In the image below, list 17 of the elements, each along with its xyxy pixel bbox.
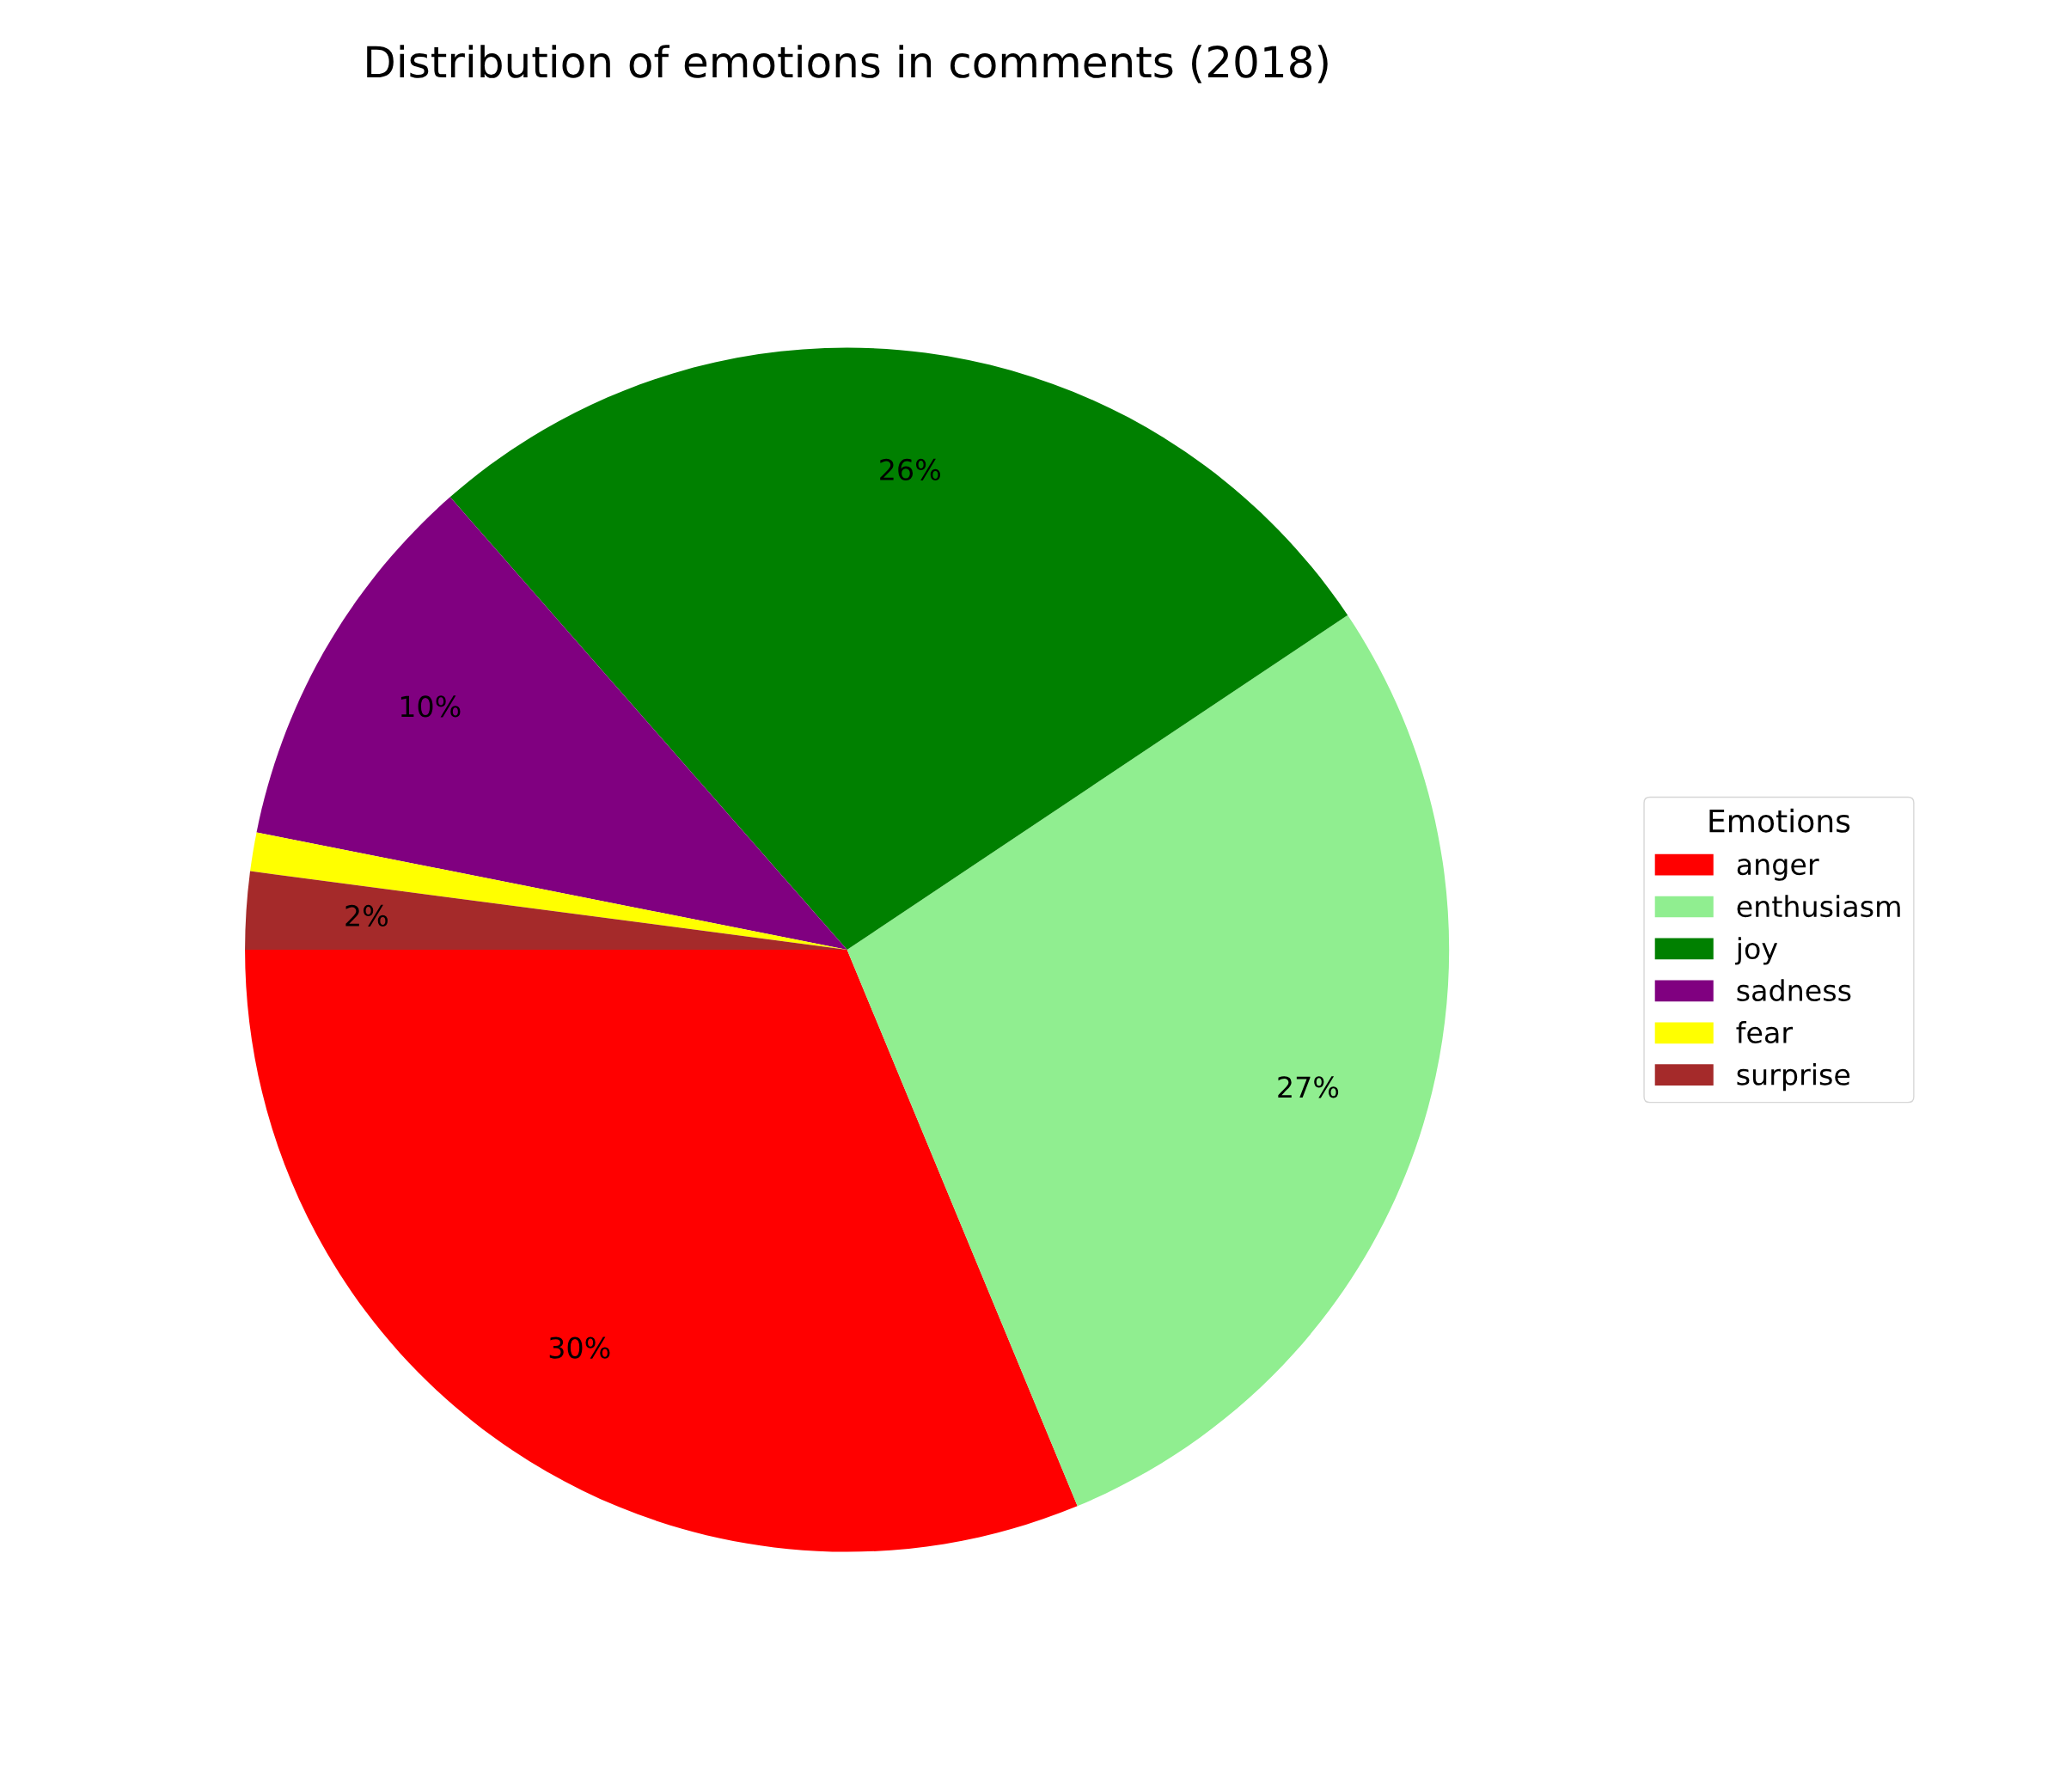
data-label: 26% [880, 458, 940, 481]
pie-slice [250, 832, 847, 951]
data-label: 30% [549, 1336, 610, 1359]
pie-slice [256, 497, 847, 951]
legend-label: anger [1737, 859, 1819, 881]
data-label: 27% [1278, 1076, 1339, 1098]
legend-label: fear [1736, 1021, 1794, 1043]
chart-title: Distribution of emotions in comments (2018) [367, 45, 1328, 83]
pie-slice [245, 950, 1078, 1552]
legend-label: sadness [1737, 979, 1851, 1001]
data-label: 10% [400, 695, 461, 718]
legend-label: enthusiasm [1737, 895, 1900, 918]
legend-title: Emotions [1709, 808, 1850, 833]
data-label: 2% [345, 904, 388, 927]
legend-label: joy [1735, 937, 1778, 965]
legend-label: surprise [1737, 1063, 1850, 1092]
pie-slice [847, 615, 1450, 1507]
